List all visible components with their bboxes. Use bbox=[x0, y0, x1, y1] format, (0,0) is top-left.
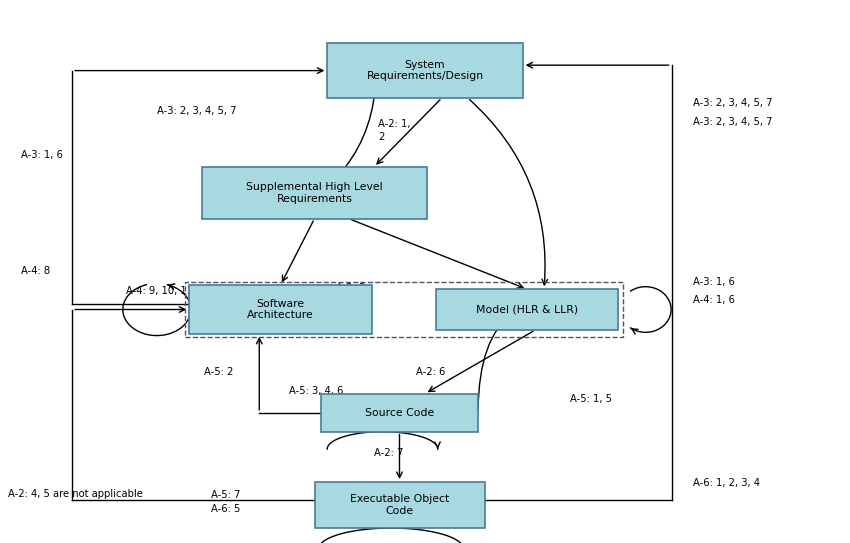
Text: A-3: 1, 6: A-3: 1, 6 bbox=[693, 277, 734, 287]
Text: Software
Architecture: Software Architecture bbox=[247, 299, 314, 320]
Text: Supplemental High Level
Requirements: Supplemental High Level Requirements bbox=[246, 182, 382, 204]
Text: A-4: 9, 10, 11, 12, 13: A-4: 9, 10, 11, 12, 13 bbox=[126, 286, 231, 295]
Text: Model (HLR & LLR): Model (HLR & LLR) bbox=[476, 305, 578, 314]
FancyBboxPatch shape bbox=[314, 482, 484, 528]
FancyBboxPatch shape bbox=[189, 285, 371, 334]
Text: A-2: 1,
2: A-2: 1, 2 bbox=[378, 119, 411, 142]
Text: A-6: 5: A-6: 5 bbox=[211, 504, 241, 514]
Text: Executable Object
Code: Executable Object Code bbox=[350, 494, 449, 516]
Text: A-2: 6: A-2: 6 bbox=[416, 367, 446, 377]
Text: A-3: 2, 3, 4, 5, 7: A-3: 2, 3, 4, 5, 7 bbox=[693, 98, 773, 108]
Text: A-4: 1, 6: A-4: 1, 6 bbox=[693, 295, 734, 305]
Text: A-3: 1, 6: A-3: 1, 6 bbox=[21, 150, 63, 160]
FancyBboxPatch shape bbox=[202, 167, 427, 218]
Text: A-5: 1, 5: A-5: 1, 5 bbox=[570, 394, 611, 404]
FancyBboxPatch shape bbox=[435, 289, 618, 330]
Text: A-5: 3, 4, 6: A-5: 3, 4, 6 bbox=[289, 386, 343, 396]
Text: A-2: 7: A-2: 7 bbox=[374, 449, 404, 458]
Text: A-3: 2, 3, 4, 5, 7: A-3: 2, 3, 4, 5, 7 bbox=[157, 106, 237, 116]
Text: A-3: 2, 3, 4, 5, 7: A-3: 2, 3, 4, 5, 7 bbox=[693, 117, 773, 127]
Text: A-2: 3: A-2: 3 bbox=[336, 283, 365, 293]
FancyBboxPatch shape bbox=[320, 394, 478, 432]
Text: A-2: 4, 5 are not applicable: A-2: 4, 5 are not applicable bbox=[8, 489, 144, 499]
Text: A-4: 8: A-4: 8 bbox=[21, 267, 50, 276]
Text: A-6: 1, 2, 3, 4: A-6: 1, 2, 3, 4 bbox=[693, 478, 760, 488]
Text: Source Code: Source Code bbox=[365, 408, 434, 418]
Text: A-5: 7: A-5: 7 bbox=[211, 490, 241, 500]
FancyBboxPatch shape bbox=[327, 43, 523, 98]
Text: System
Requirements/Design: System Requirements/Design bbox=[366, 60, 484, 81]
Text: A-5: 2: A-5: 2 bbox=[204, 367, 234, 377]
